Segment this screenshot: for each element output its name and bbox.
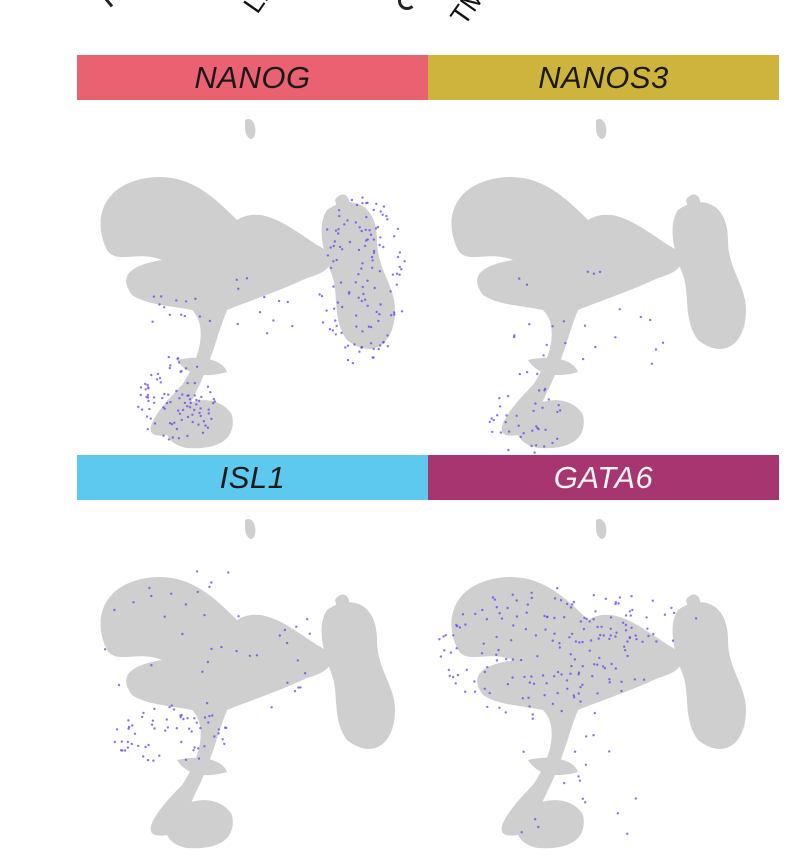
small-cluster bbox=[535, 203, 549, 222]
right-cluster-top bbox=[335, 594, 350, 613]
top-islet bbox=[596, 118, 607, 139]
left-arm bbox=[528, 757, 578, 776]
top-islet bbox=[245, 518, 256, 539]
small-cluster bbox=[184, 203, 198, 222]
expression-dots bbox=[103, 570, 311, 762]
right-cluster bbox=[672, 202, 746, 349]
left-arm bbox=[528, 357, 578, 376]
expression-dots bbox=[488, 270, 665, 454]
umap-plot bbox=[100, 118, 406, 449]
right-cluster bbox=[672, 602, 746, 749]
cut-off-column-mark bbox=[398, 0, 416, 10]
umap-panel: NANOG bbox=[77, 55, 428, 455]
gene-label-band: ISL1 bbox=[77, 455, 428, 500]
cut-off-column-label: Li bbox=[237, 0, 275, 19]
right-cluster-top bbox=[335, 194, 350, 213]
cut-off-column-mark bbox=[101, 0, 114, 8]
main-cluster bbox=[451, 177, 682, 436]
small-cluster bbox=[184, 603, 198, 622]
gene-label-band: NANOG bbox=[77, 55, 428, 100]
expression-dots bbox=[137, 196, 406, 441]
left-arm bbox=[177, 357, 227, 376]
umap-panel: GATA6 bbox=[428, 455, 779, 855]
main-cluster bbox=[100, 577, 331, 836]
gene-label: NANOG bbox=[194, 59, 311, 95]
gene-label: ISL1 bbox=[219, 459, 286, 495]
gene-label-band: NANOS3 bbox=[428, 55, 779, 100]
right-cluster-top bbox=[686, 194, 701, 213]
main-cluster bbox=[100, 177, 331, 436]
umap-plot bbox=[438, 518, 746, 849]
right-cluster bbox=[321, 202, 395, 349]
right-cluster bbox=[321, 602, 395, 749]
top-islet bbox=[596, 518, 607, 539]
lower-cluster bbox=[516, 800, 584, 849]
cut-off-column-label: TM bbox=[444, 0, 492, 31]
small-cluster bbox=[535, 603, 549, 622]
expression-dots bbox=[438, 587, 698, 835]
umap-panel: NANOS3 bbox=[428, 55, 779, 455]
gene-label: GATA6 bbox=[553, 459, 654, 495]
main-cluster bbox=[451, 577, 682, 836]
umap-plot bbox=[451, 118, 746, 454]
lower-cluster bbox=[165, 800, 233, 849]
right-cluster-top bbox=[686, 594, 701, 613]
gene-label: NANOS3 bbox=[538, 59, 669, 95]
umap-panel: ISL1 bbox=[77, 455, 428, 855]
gene-label-band: GATA6 bbox=[428, 455, 779, 500]
lower-cluster bbox=[516, 400, 584, 449]
top-islet bbox=[245, 118, 256, 139]
umap-plot bbox=[100, 518, 395, 849]
left-arm bbox=[177, 757, 227, 776]
